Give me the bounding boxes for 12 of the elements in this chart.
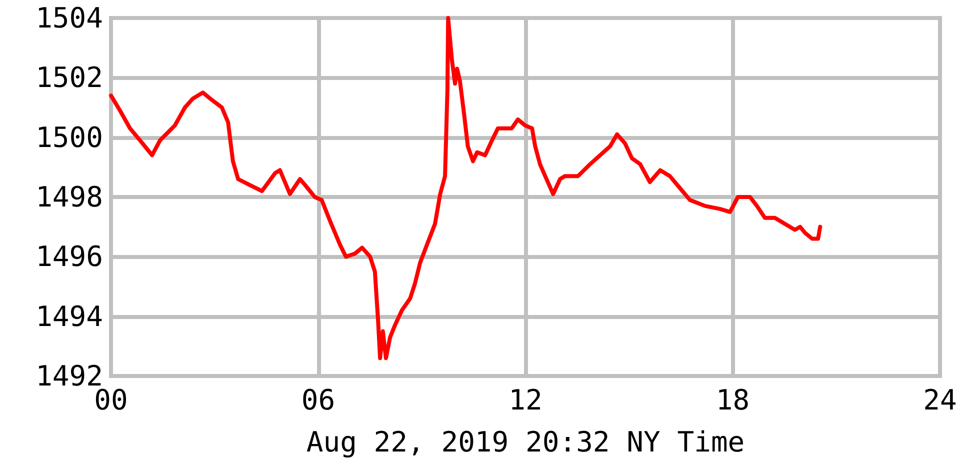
y-tick-label: 1504 xyxy=(36,2,103,34)
x-tick-label: 24 xyxy=(923,384,957,416)
line-series xyxy=(109,16,822,360)
y-tick-label: 1494 xyxy=(36,300,103,333)
y-tick-label: 1500 xyxy=(36,120,103,154)
x-tick-label: 12 xyxy=(508,384,542,416)
y-tick-label: 1502 xyxy=(36,61,103,94)
x-tick-label: 18 xyxy=(716,384,750,416)
y-tick-label: 1498 xyxy=(36,180,103,214)
x-tick-label: 06 xyxy=(301,384,336,416)
y-tick-label: 1496 xyxy=(36,240,103,274)
x-axis-title: Aug 22, 2019 20:32 NY Time xyxy=(306,426,745,458)
